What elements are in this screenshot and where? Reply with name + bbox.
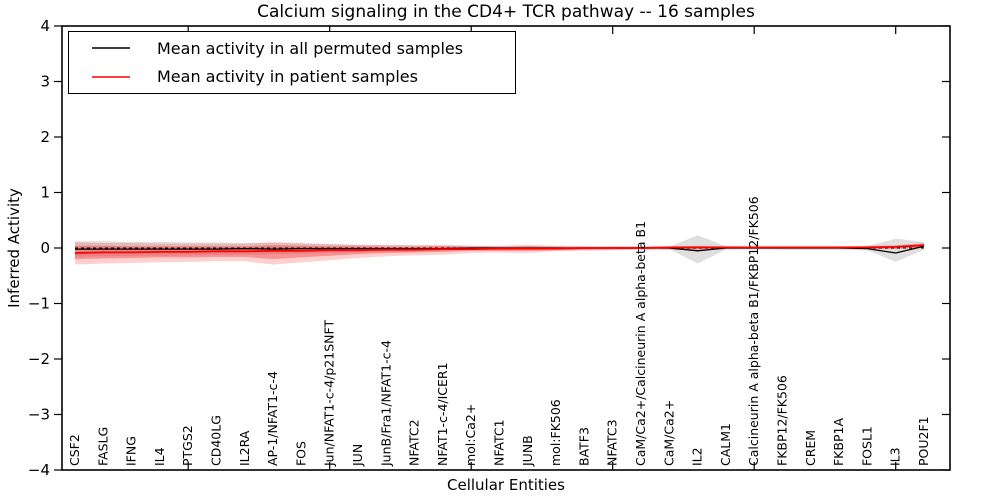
chart-title: Calcium signaling in the CD4+ TCR pathwa… bbox=[257, 2, 755, 22]
legend-label-patient: Mean activity in patient samples bbox=[157, 67, 418, 87]
y-tick-label: 4 bbox=[40, 17, 50, 35]
y-axis-label: Inferred Activity bbox=[5, 188, 23, 308]
x-tick-label: IL2RA bbox=[237, 430, 252, 466]
x-tick-label: POU2F1 bbox=[916, 416, 931, 466]
x-tick-label: AP-1/NFAT1-c-4 bbox=[265, 371, 280, 466]
x-tick-label: FOSL1 bbox=[859, 426, 874, 466]
x-tick-label: CREM bbox=[803, 430, 818, 466]
x-tick-label: NFATC1 bbox=[492, 419, 507, 466]
x-axis-label: Cellular Entities bbox=[447, 476, 565, 494]
x-tick-label: FOS bbox=[293, 441, 308, 466]
y-tick-label: 1 bbox=[40, 184, 50, 202]
x-tick-label: IFNG bbox=[124, 436, 139, 466]
x-tick-label: mol:Ca2+ bbox=[463, 404, 478, 466]
legend-label-permuted: Mean activity in all permuted samples bbox=[157, 38, 464, 58]
x-tick-label: FASLG bbox=[95, 427, 110, 466]
y-tick-label: 3 bbox=[40, 73, 50, 91]
x-tick-label: FKBP12/FK506 bbox=[775, 375, 790, 466]
x-tick-label: NFATC3 bbox=[605, 419, 620, 466]
x-tick-label: CSF2 bbox=[67, 434, 82, 466]
y-tick-label: −3 bbox=[28, 406, 50, 424]
x-tick-label: CD40LG bbox=[209, 415, 224, 466]
x-tick-label: IL3 bbox=[888, 447, 903, 466]
y-tick-label: −4 bbox=[28, 461, 50, 479]
x-tick-label: PTGS2 bbox=[180, 425, 195, 466]
y-tick-label: 2 bbox=[40, 128, 50, 146]
x-tick-label: NFAT1-c-4/ICER1 bbox=[435, 362, 450, 466]
legend-entry-patient: Mean activity in patient samples bbox=[91, 65, 515, 89]
x-tick-label: Calcineurin A alpha-beta B1/FKBP12/FK506 bbox=[746, 196, 761, 466]
x-tick-label: IL2 bbox=[690, 447, 705, 466]
legend-line-patient-icon bbox=[92, 75, 130, 78]
x-tick-label: CaM/Ca2+/Calcineurin A alpha-beta B1 bbox=[633, 221, 648, 466]
x-tick-label: BATF3 bbox=[576, 427, 591, 466]
plot-frame bbox=[61, 25, 951, 471]
x-tick-label: JUN bbox=[350, 444, 365, 467]
x-tick-label: JUNB bbox=[520, 435, 535, 467]
x-tick-label: mol:FK506 bbox=[548, 399, 563, 466]
x-tick-label: NFATC2 bbox=[407, 419, 422, 466]
legend-line-permuted-icon bbox=[92, 47, 130, 50]
x-tick-label: JunB/Fra1/NFAT1-c-4 bbox=[378, 340, 393, 467]
y-tick-label: −1 bbox=[28, 295, 50, 313]
legend: Mean activity in all permuted samples Me… bbox=[68, 31, 516, 94]
patient-mean-line bbox=[74, 244, 925, 254]
x-tick-label: IL4 bbox=[152, 447, 167, 466]
y-tick-label: −2 bbox=[28, 350, 50, 368]
y-tick-label: 0 bbox=[40, 239, 50, 257]
x-tick-label: CaM/Ca2+ bbox=[661, 400, 676, 466]
x-tick-label: Jun/NFAT1-c-4/p21SNFT bbox=[322, 320, 337, 467]
x-tick-label: FKBP1A bbox=[831, 418, 846, 466]
x-tick-label: CALM1 bbox=[718, 423, 733, 466]
legend-entry-permuted: Mean activity in all permuted samples bbox=[91, 36, 515, 60]
